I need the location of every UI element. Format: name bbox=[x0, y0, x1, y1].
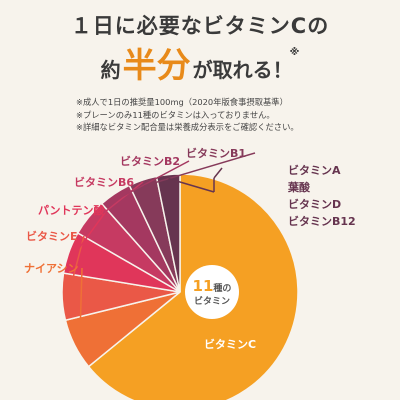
footnotes: ※成人で1日の推奨量100mg（2020年版食事摂取基準） ※プレーンのみ11種… bbox=[76, 96, 396, 134]
center-label-num: 11 bbox=[193, 277, 214, 295]
slice-label: ビタミンB1 bbox=[186, 146, 246, 160]
headline-line2: 約半分 が取れる！※ bbox=[0, 38, 400, 87]
slice-label: ビタミンE bbox=[26, 229, 78, 243]
slice-label: ビタミンB6 bbox=[74, 175, 134, 189]
slice-label: パントテン酸 bbox=[38, 203, 106, 217]
footnote-2: ※プレーンのみ11種のビタミンは入っておりません。 bbox=[76, 109, 275, 120]
center-circle bbox=[185, 265, 239, 319]
slice-label-others-item: ビタミンA bbox=[288, 163, 341, 177]
leader-line bbox=[79, 267, 83, 343]
slice-label-vitamin-c: ビタミンC bbox=[204, 337, 256, 351]
center-badge: 11種の ビタミン bbox=[185, 265, 239, 319]
slice-label-others-item: 葉酸 bbox=[287, 180, 311, 194]
slice-label: ナイアシン bbox=[24, 262, 79, 275]
footnote-1: ※成人で1日の推奨量100mg（2020年版食事摂取基準） bbox=[76, 97, 288, 107]
leader-line bbox=[73, 209, 108, 255]
headline-line1: １日に必要なビタミンCの bbox=[70, 14, 330, 38]
slice-labels: ビタミンC ナイアシン ビタミンE パントテン酸 ビタミンB6 ビタミンB2 ビタミンB1 ビ… bbox=[24, 146, 356, 351]
leader-line bbox=[168, 177, 215, 193]
center-label-unit: 種の bbox=[213, 282, 231, 294]
slice-label-others-item: ビタミンB12 bbox=[288, 214, 356, 228]
center-label-line1: 11種の bbox=[193, 277, 232, 295]
headline-highlight: 半分 bbox=[122, 46, 191, 86]
leader-line bbox=[144, 152, 256, 187]
leader-lines bbox=[67, 152, 256, 343]
leader-line bbox=[92, 181, 144, 222]
slice-label: ビタミンB2 bbox=[120, 154, 180, 168]
footnote-3: ※詳細なビタミン配合量は栄養成分表示をご確認ください。 bbox=[76, 122, 299, 132]
slice-label-others-item: ビタミンD bbox=[288, 197, 341, 211]
footnote-mark: ※ bbox=[289, 47, 300, 58]
pie-slice bbox=[155, 173, 181, 293]
leader-line bbox=[117, 160, 190, 200]
headline-prefix: 約 bbox=[100, 58, 121, 82]
center-label-line2: ビタミン bbox=[194, 295, 230, 307]
headline-suffix: が取れる！ bbox=[192, 58, 293, 82]
leader-line bbox=[213, 167, 223, 179]
